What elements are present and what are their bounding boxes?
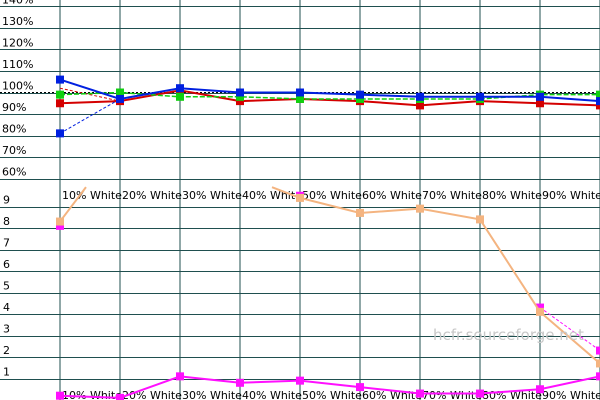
data-point	[116, 94, 124, 103]
category-label: 20% White	[122, 189, 182, 202]
top-chart-y-tick-labels: 60% 70% 80% 90% 100% 110% 120% 130% 140%	[2, 0, 33, 179]
data-point	[176, 372, 184, 381]
data-point	[596, 101, 600, 110]
data-point	[56, 90, 64, 99]
y-tick-label: 80%	[2, 123, 26, 136]
data-point	[476, 92, 484, 101]
y-tick-label: 7	[3, 237, 10, 250]
category-label: 30% White	[182, 189, 242, 202]
y-tick-label: 4	[3, 301, 10, 314]
data-point	[476, 389, 484, 398]
data-point	[176, 84, 184, 93]
data-point	[56, 75, 64, 84]
data-point	[416, 101, 424, 110]
data-point	[536, 303, 544, 312]
y-tick-label: 100%	[2, 80, 33, 93]
category-label: 50% White	[302, 189, 362, 202]
data-point	[56, 129, 64, 138]
data-point	[596, 90, 600, 99]
series-line	[539, 307, 600, 351]
y-tick-label: 5	[3, 280, 10, 293]
data-point	[476, 215, 484, 224]
category-label: 10% White	[62, 189, 122, 202]
y-tick-label: 8	[3, 215, 10, 228]
data-point	[356, 90, 364, 99]
category-label: 80% White	[482, 389, 542, 400]
data-point	[536, 385, 544, 394]
bottom-chart-series	[56, 186, 600, 400]
y-tick-label: 6	[3, 258, 10, 271]
y-tick-label: 110%	[2, 58, 33, 71]
data-point	[416, 204, 424, 213]
data-point	[596, 359, 600, 368]
y-tick-label: 70%	[2, 144, 26, 157]
bottom-chart-y-tick-labels: 1 2 3 4 5 6 7 8 9	[3, 194, 10, 379]
data-point	[236, 97, 244, 106]
data-point	[536, 307, 544, 316]
category-label: 50% White	[302, 389, 362, 400]
category-label: 30% White	[182, 389, 242, 400]
data-point	[356, 383, 364, 392]
series-line	[59, 186, 87, 223]
data-point	[116, 88, 124, 97]
y-tick-label: 140%	[2, 0, 33, 6]
series-line	[271, 186, 301, 199]
category-label: 60% White	[362, 389, 422, 400]
y-tick-label: 2	[3, 344, 10, 357]
data-point	[296, 376, 304, 385]
data-point	[56, 99, 64, 108]
data-point	[116, 393, 124, 400]
category-label: 10% White	[62, 389, 122, 400]
category-label: 40% White	[242, 389, 302, 400]
y-tick-label: 3	[3, 323, 10, 336]
data-point	[416, 389, 424, 398]
data-point	[356, 94, 364, 103]
category-label: 80% White	[482, 189, 542, 202]
data-point	[56, 391, 64, 400]
category-label: 90% White	[542, 189, 600, 202]
watermark-text: hcfr.sourceforge.net	[433, 326, 584, 344]
data-point	[596, 97, 600, 106]
y-tick-label: 130%	[2, 15, 33, 28]
category-label: 90% White	[542, 389, 600, 400]
data-point	[236, 378, 244, 387]
y-tick-label: 60%	[2, 166, 26, 179]
data-point	[236, 92, 244, 101]
data-point	[356, 208, 364, 217]
top-chart-series	[56, 75, 600, 138]
data-point	[596, 372, 600, 381]
y-tick-label: 120%	[2, 36, 33, 49]
data-point	[296, 88, 304, 97]
series-line	[299, 196, 600, 365]
y-tick-label: 1	[3, 366, 10, 379]
data-point	[536, 92, 544, 101]
series-line	[59, 375, 600, 399]
top-chart-category-labels: 10% White 20% White 30% White 40% White 50% …	[62, 189, 600, 202]
category-label: 70% White	[422, 189, 482, 202]
series-line	[59, 78, 600, 103]
data-point	[536, 99, 544, 108]
data-point	[176, 92, 184, 101]
category-label: 60% White	[362, 189, 422, 202]
data-point	[596, 346, 600, 355]
y-tick-label: 9	[3, 194, 10, 207]
y-tick-label: 90%	[2, 101, 26, 114]
data-point	[56, 221, 64, 230]
series-line	[59, 89, 600, 107]
data-point	[296, 94, 304, 103]
category-label: 20% White	[122, 389, 182, 400]
data-point	[416, 92, 424, 101]
data-point	[236, 88, 244, 97]
